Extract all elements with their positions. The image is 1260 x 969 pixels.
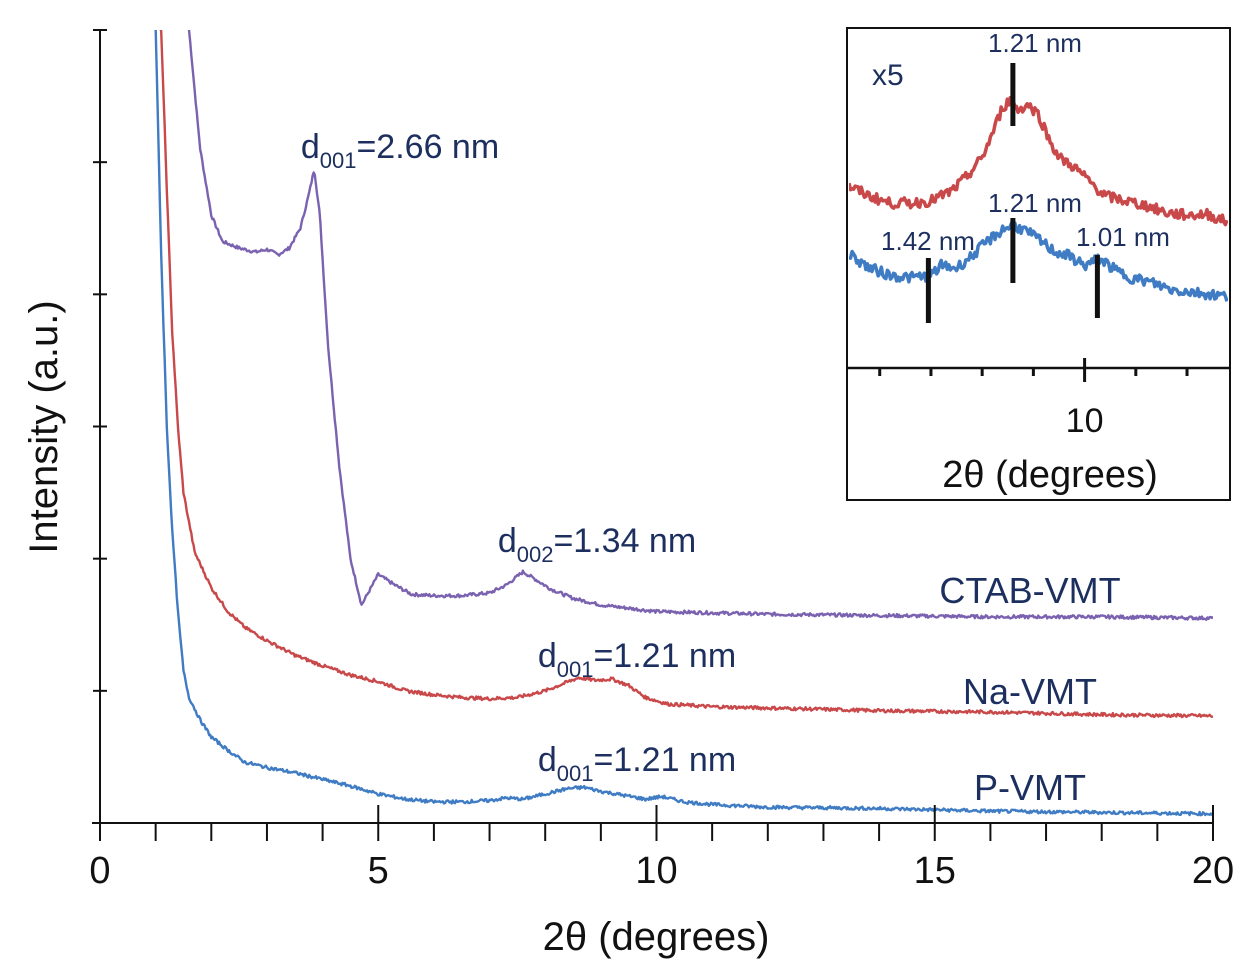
inset-frame <box>846 27 1231 501</box>
annotation-subscript: 001 <box>320 148 357 173</box>
annotation-d: d <box>538 637 557 675</box>
inset-peak-label: 1.42 nm <box>881 226 975 256</box>
peak-annotation: d001=2.66 nm <box>301 128 499 173</box>
main-axes: 0 5 10 15 20 <box>89 29 1234 892</box>
series-label-ctab-vmt: CTAB-VMT <box>939 570 1120 611</box>
inset-series-line <box>849 95 1228 227</box>
series-label-na-vmt: Na-VMT <box>963 671 1097 712</box>
peak-annotation: d001=1.21 nm <box>538 637 736 682</box>
inset-x-tick-label: 10 <box>1066 402 1104 440</box>
series-label-p-vmt: P-VMT <box>974 767 1086 808</box>
main-series-group <box>154 30 1213 817</box>
inset-x-axis-title: 2θ (degrees) <box>942 454 1157 496</box>
peak-annotation: d002=1.34 nm <box>498 522 696 567</box>
inset-peak-label: 1.21 nm <box>988 28 1082 58</box>
series-line-na-vmt <box>159 30 1213 719</box>
series-line-ctab-vmt <box>187 30 1213 621</box>
x-tick-label: 0 <box>89 850 110 892</box>
annotation-value: =1.21 nm <box>593 741 736 779</box>
series-labels: CTAB-VMT Na-VMT P-VMT <box>939 570 1120 808</box>
series-line-p-vmt <box>154 30 1213 817</box>
peak-annotation: d001=1.21 nm <box>538 741 736 786</box>
inset-series-line <box>849 220 1228 302</box>
inset-markers: 1.21 nm 1.42 nm 1.21 nm 1.01 nm <box>881 28 1170 323</box>
annotation-subscript: 001 <box>557 657 594 682</box>
annotation-value: =2.66 nm <box>356 128 499 166</box>
x-tick-label: 5 <box>368 850 389 892</box>
inset-axes: 10 <box>847 358 1230 440</box>
inset-plot: 1.21 nm 1.42 nm 1.21 nm 1.01 nm 10 x5 2θ (d… <box>846 27 1231 501</box>
annotation-value: =1.21 nm <box>593 637 736 675</box>
annotation-d: d <box>498 522 517 560</box>
annotation-d: d <box>301 128 320 166</box>
x-tick-label: 10 <box>635 850 677 892</box>
inset-series-group <box>849 95 1228 302</box>
annotation-d: d <box>538 741 557 779</box>
inset-multiplier-label: x5 <box>872 59 904 92</box>
inset-peak-label: 1.21 nm <box>988 188 1082 218</box>
annotation-subscript: 002 <box>517 542 554 567</box>
y-axis-title: Intensity (a.u.) <box>22 300 66 553</box>
x-tick-label: 20 <box>1192 850 1234 892</box>
inset-peak-label: 1.01 nm <box>1076 222 1170 252</box>
annotation-value: =1.34 nm <box>553 522 696 560</box>
annotation-subscript: 001 <box>557 761 594 786</box>
x-axis-title: 2θ (degrees) <box>543 915 770 959</box>
x-tick-label: 15 <box>914 850 956 892</box>
